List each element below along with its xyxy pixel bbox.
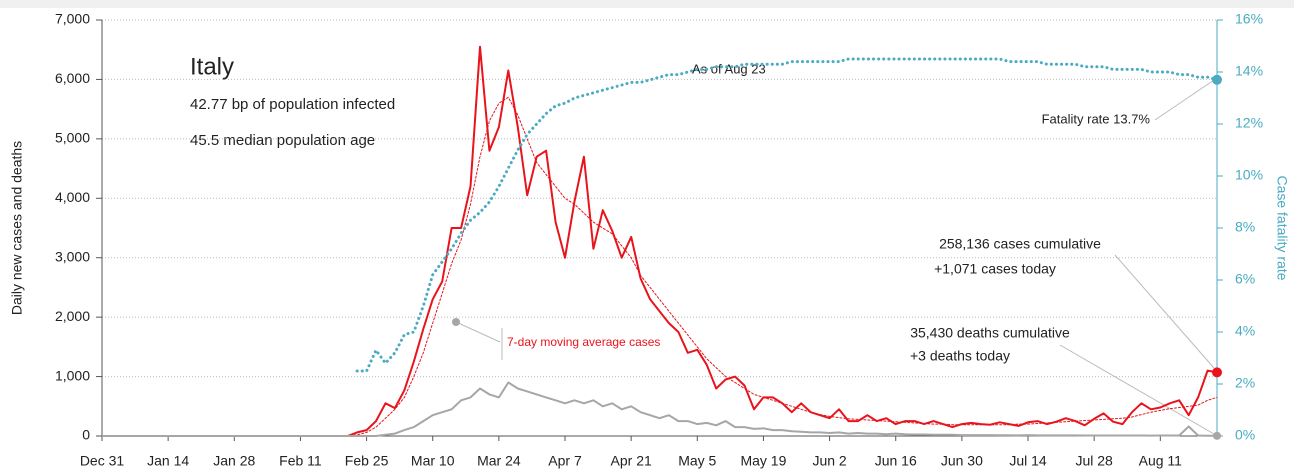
end-dot	[1212, 367, 1222, 378]
y-tick-label: 0	[82, 427, 90, 443]
x-tick-label: Jan 28	[213, 453, 255, 469]
x-tick-label: Jul 14	[1009, 453, 1047, 469]
y2-tick-label: 2%	[1235, 375, 1255, 391]
subtitle: 42.77 bp of population infected	[190, 96, 395, 113]
series-line	[102, 381, 1218, 437]
x-tick-label: Jun 2	[812, 453, 846, 469]
chart-title: Italy	[190, 53, 234, 80]
x-tick-label: Aug 11	[1139, 453, 1183, 469]
annotation: 7-day moving average cases	[507, 335, 660, 349]
annotation: +1,071 cases today	[934, 261, 1056, 277]
end-dot	[1213, 431, 1221, 440]
x-tick-label: Feb 11	[279, 453, 322, 469]
y-tick-label: 5,000	[55, 130, 90, 146]
annotation-dot	[452, 318, 460, 326]
y-tick-label: 7,000	[55, 11, 90, 27]
y2-tick-label: 8%	[1235, 219, 1255, 235]
y-tick-label: 1,000	[55, 367, 90, 383]
x-tick-label: May 19	[740, 453, 786, 469]
y2-tick-label: 12%	[1235, 115, 1263, 131]
y-axis-label: Daily new cases and deaths	[9, 141, 25, 315]
x-tick-label: Mar 24	[477, 453, 521, 469]
y2-axis-label: Case fatality rate	[1274, 175, 1290, 280]
top-band	[0, 0, 1294, 8]
x-tick-label: Apr 21	[611, 453, 652, 469]
annotation: +3 deaths today	[910, 348, 1010, 364]
y2-tick-label: 0%	[1235, 427, 1255, 443]
x-tick-label: May 5	[678, 453, 716, 469]
y-tick-label: 4,000	[55, 189, 90, 205]
x-tick-label: Feb 25	[345, 453, 389, 469]
x-tick-label: Apr 7	[548, 453, 582, 469]
y2-tick-label: 16%	[1235, 11, 1263, 27]
annotation: As of Aug 23	[692, 61, 766, 76]
leader-line	[1059, 344, 1215, 435]
leader-line	[1154, 79, 1215, 121]
x-tick-label: Jan 14	[147, 453, 189, 469]
x-tick-label: Jul 28	[1075, 453, 1113, 469]
end-dot	[1212, 74, 1222, 85]
leader-line	[455, 321, 501, 343]
x-tick-label: Jun 16	[875, 453, 917, 469]
annotation: 35,430 deaths cumulative	[910, 325, 1070, 341]
annotation: Fatality rate 13.7%	[1042, 111, 1151, 126]
y2-tick-label: 14%	[1235, 63, 1263, 79]
y-tick-label: 6,000	[55, 70, 90, 86]
y2-tick-label: 10%	[1235, 167, 1263, 183]
y-tick-label: 2,000	[55, 308, 90, 324]
annotation: 258,136 cases cumulative	[939, 236, 1101, 252]
subtitle: 45.5 median population age	[190, 132, 375, 149]
x-tick-label: Dec 31	[80, 453, 125, 469]
x-tick-label: Jun 30	[941, 453, 983, 469]
series-line	[355, 57, 1219, 373]
x-tick-label: Mar 10	[411, 453, 455, 469]
y-tick-label: 3,000	[55, 248, 90, 264]
leader-line	[1114, 254, 1215, 369]
y2-tick-label: 6%	[1235, 271, 1255, 287]
y2-tick-label: 4%	[1235, 323, 1255, 339]
